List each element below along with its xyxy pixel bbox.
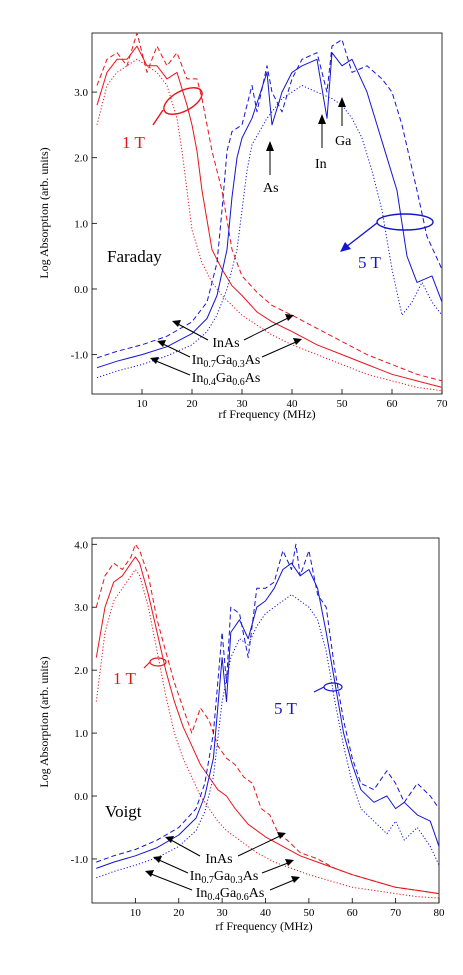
annotation-ga: Ga: [335, 97, 352, 149]
x-tick-label: 40: [260, 907, 272, 919]
panel-voigt: 10 20 30 40 50 60 70 80 -1.0 0.0 1.0 2.0 3.0 4.0 Log …: [37, 537, 446, 933]
field-label-5t: 5 T: [358, 253, 381, 272]
y-tick-label: 3.0: [74, 602, 88, 614]
svg-text:In0.7Ga0.3As: In0.7Ga0.3As: [192, 353, 261, 370]
field-1t-ellipse: [163, 87, 203, 115]
y-tick-label: 0.0: [74, 791, 88, 803]
svg-text:In0.4Ga0.6As: In0.4Ga0.6As: [192, 371, 261, 388]
y-tick-label: -1.0: [71, 854, 89, 866]
field-1t-pointer: [143, 661, 151, 669]
plot-frame: [91, 537, 440, 904]
y-tick-label: 3.0: [74, 87, 88, 99]
annotation-ga-label: Ga: [335, 134, 352, 149]
x-tick-label: 60: [347, 907, 359, 919]
geometry-label: Voigt: [105, 802, 142, 821]
series-line: [95, 556, 440, 895]
geometry-label: Faraday: [107, 247, 162, 266]
field-label-1t: 1 T: [122, 133, 145, 152]
field-1t-pointer: [152, 109, 164, 126]
y-tick-label: 4.0: [74, 539, 88, 551]
series-line: [96, 45, 443, 388]
field-5t-pointer: [313, 686, 325, 693]
svg-text:InAs: InAs: [205, 852, 232, 867]
y-axis-label: Log Absorption (arb. units): [37, 147, 51, 278]
field-5t-arrowhead: [340, 242, 351, 252]
annotation-as-label: As: [263, 181, 279, 196]
series-line: [96, 52, 443, 369]
x-tick-label: 70: [437, 398, 449, 410]
annotation-in-label: In: [315, 157, 327, 172]
y-tick-label: 1.0: [74, 728, 88, 740]
y-tick-label: 1.0: [74, 218, 88, 230]
y-tick-label: 2.0: [74, 665, 88, 677]
x-tick-label: 20: [187, 398, 199, 410]
x-tick-label: 70: [390, 907, 402, 919]
x-tick-label: 50: [303, 907, 315, 919]
x-tick-label: 20: [173, 907, 185, 919]
series-line: [95, 543, 440, 895]
x-tick-label: 30: [237, 398, 249, 410]
annotation-as: As: [263, 141, 279, 196]
y-tick-label: 0.0: [74, 284, 88, 296]
field-5t-pointer: [345, 222, 378, 248]
svg-text:InAs: InAs: [212, 336, 239, 351]
series-line: [96, 39, 443, 359]
annotation-in: In: [315, 114, 327, 172]
series-line: [96, 32, 443, 382]
series-line: [95, 569, 440, 899]
x-axis-label: rf Frequency (MHz): [218, 407, 315, 421]
field-5t-ellipse: [323, 682, 343, 692]
plot-frame: [91, 32, 443, 395]
x-axis-label: rf Frequency (MHz): [215, 919, 312, 933]
y-axis-label: Log Absorption (arb. units): [37, 656, 51, 787]
series-line: [96, 58, 443, 392]
series-line: [96, 543, 440, 863]
svg-text:In0.7Ga0.3As: In0.7Ga0.3As: [190, 869, 259, 886]
material-label-inas: InAs: [172, 314, 294, 351]
svg-text:In0.4Ga0.6As: In0.4Ga0.6As: [196, 886, 265, 903]
material-label-inas: InAs: [165, 832, 286, 867]
x-tick-label: 40: [287, 398, 299, 410]
panel-faraday: 10 20 30 40 50 60 70 -1.0 0.0 1.0 2.0 3.0 Log Absor…: [37, 32, 449, 421]
x-tick-label: 60: [387, 398, 399, 410]
x-tick-label: 50: [337, 398, 349, 410]
series-line: [96, 594, 440, 879]
x-tick-label: 80: [434, 907, 446, 919]
x-tick-label: 10: [130, 907, 142, 919]
field-5t-ellipse: [376, 213, 434, 231]
field-label-5t: 5 T: [274, 699, 297, 718]
y-tick-label: 2.0: [74, 153, 88, 165]
x-tick-label: 10: [137, 398, 149, 410]
y-tick-label: -1.0: [71, 350, 89, 362]
series-line: [96, 562, 440, 869]
x-tick-label: 30: [217, 907, 229, 919]
series-line: [96, 85, 443, 379]
field-label-1t: 1 T: [113, 669, 136, 688]
